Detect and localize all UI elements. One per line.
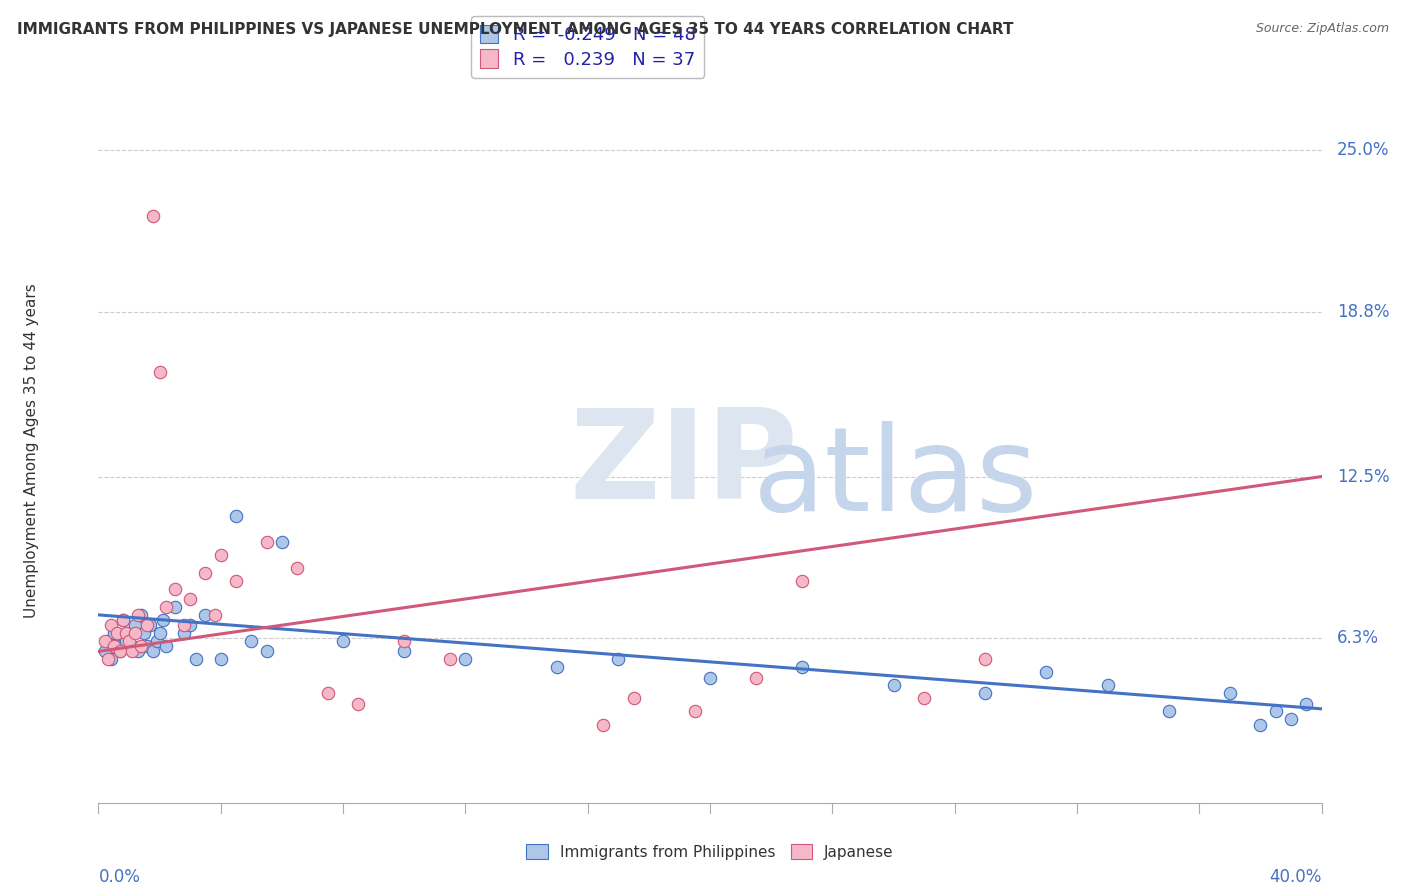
- Point: [1264, 705, 1286, 719]
- Point: [1157, 705, 1180, 719]
- Point: [1097, 678, 1119, 692]
- Point: [136, 618, 159, 632]
- Point: [439, 652, 461, 666]
- Point: [225, 508, 247, 523]
- Point: [93, 644, 115, 658]
- Point: [145, 634, 167, 648]
- Point: [163, 600, 186, 615]
- Point: [97, 634, 120, 648]
- Point: [194, 566, 217, 581]
- Point: [155, 600, 177, 615]
- Point: [108, 644, 131, 658]
- Point: [105, 639, 128, 653]
- Point: [129, 639, 152, 653]
- Point: [100, 618, 122, 632]
- Point: [1219, 686, 1241, 700]
- Point: [127, 644, 149, 658]
- Point: [108, 644, 131, 658]
- Point: [179, 618, 201, 632]
- Text: atlas: atlas: [752, 421, 1038, 536]
- Point: [129, 607, 152, 622]
- Point: [115, 626, 138, 640]
- Point: [124, 618, 146, 632]
- Text: Unemployment Among Ages 35 to 44 years: Unemployment Among Ages 35 to 44 years: [24, 283, 38, 618]
- Point: [623, 691, 645, 706]
- Point: [155, 639, 177, 653]
- Point: [121, 644, 143, 658]
- Point: [142, 209, 165, 223]
- Point: [118, 626, 141, 640]
- Point: [1295, 697, 1317, 711]
- Text: ZIP: ZIP: [569, 404, 799, 525]
- Point: [149, 365, 172, 379]
- Point: [225, 574, 247, 588]
- Point: [347, 697, 370, 711]
- Point: [103, 626, 125, 640]
- Point: [163, 582, 186, 596]
- Point: [173, 626, 195, 640]
- Point: [745, 671, 768, 685]
- Point: [683, 705, 706, 719]
- Point: [699, 671, 721, 685]
- Point: [136, 639, 159, 653]
- Point: [256, 534, 278, 549]
- Point: [883, 678, 905, 692]
- Point: [115, 634, 138, 648]
- Point: [124, 626, 146, 640]
- Point: [546, 660, 568, 674]
- Point: [974, 686, 997, 700]
- Text: 25.0%: 25.0%: [1337, 141, 1389, 160]
- Text: 18.8%: 18.8%: [1337, 303, 1389, 321]
- Point: [100, 652, 122, 666]
- Point: [1035, 665, 1057, 680]
- Point: [1249, 717, 1271, 731]
- Text: 0.0%: 0.0%: [98, 868, 141, 886]
- Point: [1279, 712, 1302, 726]
- Point: [194, 607, 217, 622]
- Point: [204, 607, 226, 622]
- Legend: Immigrants from Philippines, Japanese: Immigrants from Philippines, Japanese: [520, 838, 900, 865]
- Text: 12.5%: 12.5%: [1337, 467, 1389, 485]
- Point: [592, 717, 614, 731]
- Point: [285, 561, 308, 575]
- Point: [173, 618, 195, 632]
- Point: [105, 626, 128, 640]
- Text: 6.3%: 6.3%: [1337, 630, 1379, 648]
- Point: [974, 652, 997, 666]
- Point: [111, 613, 134, 627]
- Point: [392, 634, 416, 648]
- Point: [790, 660, 813, 674]
- Point: [179, 592, 201, 607]
- Point: [256, 644, 278, 658]
- Text: 40.0%: 40.0%: [1270, 868, 1322, 886]
- Point: [790, 574, 813, 588]
- Point: [97, 652, 120, 666]
- Point: [93, 634, 115, 648]
- Point: [121, 639, 143, 653]
- Point: [392, 644, 416, 658]
- Point: [152, 613, 174, 627]
- Text: Source: ZipAtlas.com: Source: ZipAtlas.com: [1256, 22, 1389, 36]
- Text: IMMIGRANTS FROM PHILIPPINES VS JAPANESE UNEMPLOYMENT AMONG AGES 35 TO 44 YEARS C: IMMIGRANTS FROM PHILIPPINES VS JAPANESE …: [17, 22, 1014, 37]
- Point: [134, 626, 156, 640]
- Point: [316, 686, 339, 700]
- Point: [186, 652, 208, 666]
- Point: [118, 634, 141, 648]
- Point: [209, 652, 232, 666]
- Point: [142, 644, 165, 658]
- Point: [912, 691, 935, 706]
- Point: [607, 652, 630, 666]
- Point: [111, 613, 134, 627]
- Point: [103, 639, 125, 653]
- Point: [149, 626, 172, 640]
- Point: [127, 607, 149, 622]
- Point: [209, 548, 232, 562]
- Point: [332, 634, 354, 648]
- Point: [240, 634, 263, 648]
- Point: [139, 618, 162, 632]
- Point: [454, 652, 477, 666]
- Point: [270, 534, 292, 549]
